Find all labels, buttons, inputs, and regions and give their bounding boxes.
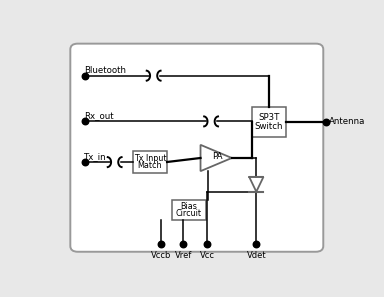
Point xyxy=(204,241,210,246)
Point xyxy=(323,120,329,124)
Text: PA: PA xyxy=(212,152,223,161)
Point xyxy=(82,160,88,165)
Text: Circuit: Circuit xyxy=(175,209,202,218)
Text: SP3T: SP3T xyxy=(258,113,280,122)
Point xyxy=(253,241,260,246)
Text: Vccb: Vccb xyxy=(151,251,171,260)
FancyBboxPatch shape xyxy=(133,151,167,173)
FancyBboxPatch shape xyxy=(172,200,206,220)
Text: Vcc: Vcc xyxy=(200,251,215,260)
Text: Vref: Vref xyxy=(175,251,192,260)
Text: Tx Input: Tx Input xyxy=(134,154,166,163)
Text: Vdet: Vdet xyxy=(247,251,266,260)
Text: Antenna: Antenna xyxy=(329,118,366,127)
Text: Bluetooth: Bluetooth xyxy=(84,66,126,75)
Text: Tx_in: Tx_in xyxy=(84,152,106,161)
Point xyxy=(180,241,187,246)
Point xyxy=(82,73,88,78)
Text: Switch: Switch xyxy=(255,121,283,131)
Text: Bias: Bias xyxy=(180,202,197,211)
FancyBboxPatch shape xyxy=(70,44,323,252)
Point xyxy=(82,119,88,124)
Point xyxy=(158,241,164,246)
Text: Rx_out: Rx_out xyxy=(84,111,113,120)
FancyBboxPatch shape xyxy=(252,107,286,138)
Text: Match: Match xyxy=(138,161,162,170)
